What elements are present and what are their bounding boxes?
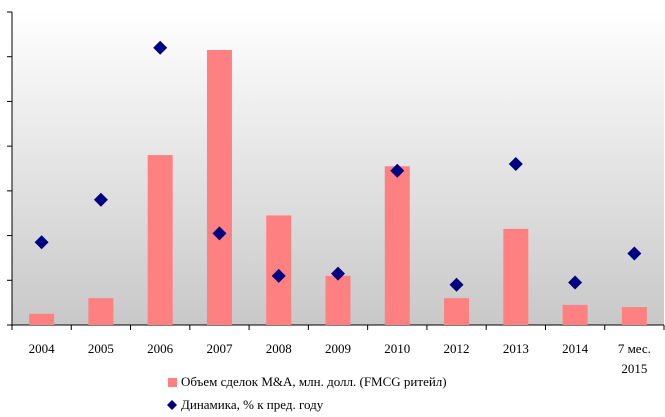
legend-label: Объем сделок M&A, млн. долл. (FMCG ритей… <box>181 374 447 389</box>
marker <box>449 277 464 292</box>
marker <box>271 268 286 283</box>
marker <box>34 235 49 250</box>
legend-item: Объем сделок M&A, млн. долл. (FMCG ритей… <box>168 374 447 390</box>
marker <box>627 246 642 261</box>
x-tick-label: 2009 <box>325 341 351 356</box>
x-tick-label: 2007 <box>206 341 233 356</box>
x-tick-label: 2012 <box>443 341 470 356</box>
bar <box>503 228 529 325</box>
bar <box>88 298 114 325</box>
x-tick-label: 2006 <box>147 341 174 356</box>
marker <box>212 226 227 241</box>
legend-swatch <box>168 377 177 387</box>
legend-item: Динамика, % к пред. году <box>166 397 323 413</box>
bar <box>29 313 55 325</box>
bar <box>562 304 588 325</box>
bar <box>444 298 470 325</box>
bar <box>325 275 351 325</box>
bar <box>384 166 410 325</box>
x-tick-label: 2008 <box>265 341 292 356</box>
x-tick-label: 7 мес. 2015 <box>617 341 651 376</box>
marker <box>568 275 583 290</box>
bar <box>621 307 647 325</box>
x-tick-label: 2014 <box>562 341 589 356</box>
x-tick-label: 2005 <box>87 341 114 356</box>
x-tick-label: 2010 <box>384 341 411 356</box>
x-tick-label: 2013 <box>502 341 529 356</box>
marker <box>390 163 405 178</box>
legend-label: Динамика, % к пред. году <box>181 397 324 412</box>
marker <box>153 40 168 55</box>
bar <box>147 155 173 325</box>
legend-swatch <box>167 400 177 410</box>
bar <box>206 50 232 325</box>
marker <box>93 192 108 207</box>
x-tick-label: 2004 <box>28 341 55 356</box>
marker <box>331 266 345 281</box>
marker <box>508 157 523 172</box>
